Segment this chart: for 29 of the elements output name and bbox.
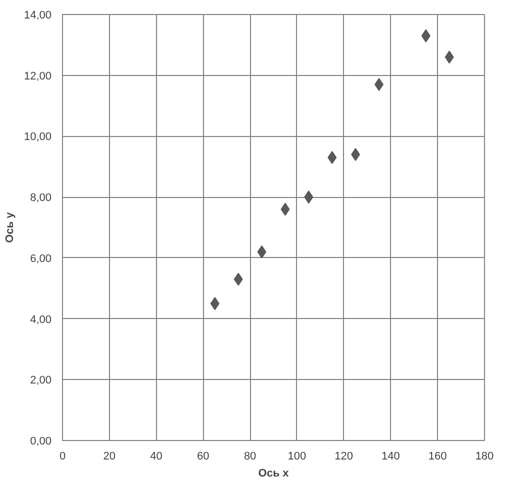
x-tick-label: 180 (475, 450, 494, 462)
y-tick-label: 2,00 (30, 374, 52, 387)
x-tick-label: 0 (59, 450, 66, 462)
point (210, 297, 220, 310)
x-tick-label: 160 (428, 450, 447, 462)
point (328, 151, 337, 164)
x-tick-label: 40 (150, 450, 162, 462)
y-tick-label: 14,00 (24, 10, 52, 22)
y-tick-label: 8,00 (30, 192, 52, 204)
point (257, 245, 266, 258)
point (421, 29, 430, 42)
point (444, 50, 454, 64)
y-axis-title: Ось y (4, 211, 16, 243)
point (351, 148, 360, 161)
x-axis-title: Ось x (258, 468, 290, 480)
point (234, 272, 243, 286)
y-tick-label: 0,00 (30, 436, 52, 448)
y-tick-label: 6,00 (30, 252, 52, 265)
y-tick-label: 12,00 (24, 70, 52, 82)
x-tick-label: 120 (334, 450, 354, 462)
y-tick-label: 4,00 (30, 314, 52, 326)
x-tick-label: 140 (382, 450, 400, 462)
x-tick-label: 20 (103, 450, 116, 462)
point (304, 190, 314, 204)
x-tick-label: 100 (288, 450, 306, 462)
x-tick-label: 80 (244, 450, 256, 462)
point (280, 202, 290, 216)
y-tick-label: 10,00 (24, 131, 52, 144)
x-tick-label: 60 (197, 450, 210, 462)
